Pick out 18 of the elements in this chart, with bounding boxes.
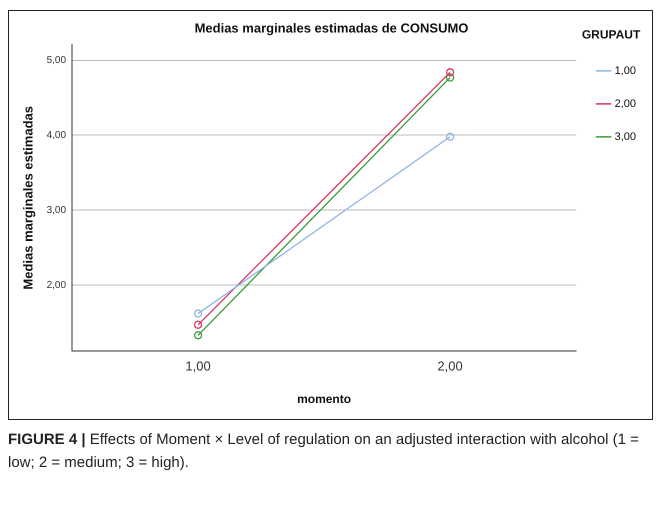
point — [194, 320, 202, 329]
x-axis-title: momento — [297, 392, 352, 406]
point — [446, 68, 454, 76]
legend-label: 1,00 — [614, 64, 636, 77]
legend-label: 3,00 — [614, 130, 636, 143]
y-tick-label: 3,00 — [46, 204, 66, 216]
point — [446, 73, 454, 82]
chart-title: Medias marginales estimadas de CONSUMO — [194, 20, 468, 36]
point — [446, 132, 454, 141]
point — [194, 309, 202, 318]
y-tick-label: 2,00 — [46, 280, 66, 291]
y-tick-label: 5,00 — [46, 55, 66, 66]
y-axis-title: Medias marginales estimadas — [20, 106, 36, 290]
caption: FIGURE 4 | Effects of Moment × Level of regulation on an adjusted interaction with alcohol (1 = low; 2 = medium; 3 = high). — [8, 430, 640, 473]
legend-label: 2,00 — [614, 98, 636, 110]
y-tick-label: 4,00 — [46, 130, 66, 141]
legend-title: GRUPAUT — [582, 27, 641, 42]
point — [194, 331, 202, 340]
